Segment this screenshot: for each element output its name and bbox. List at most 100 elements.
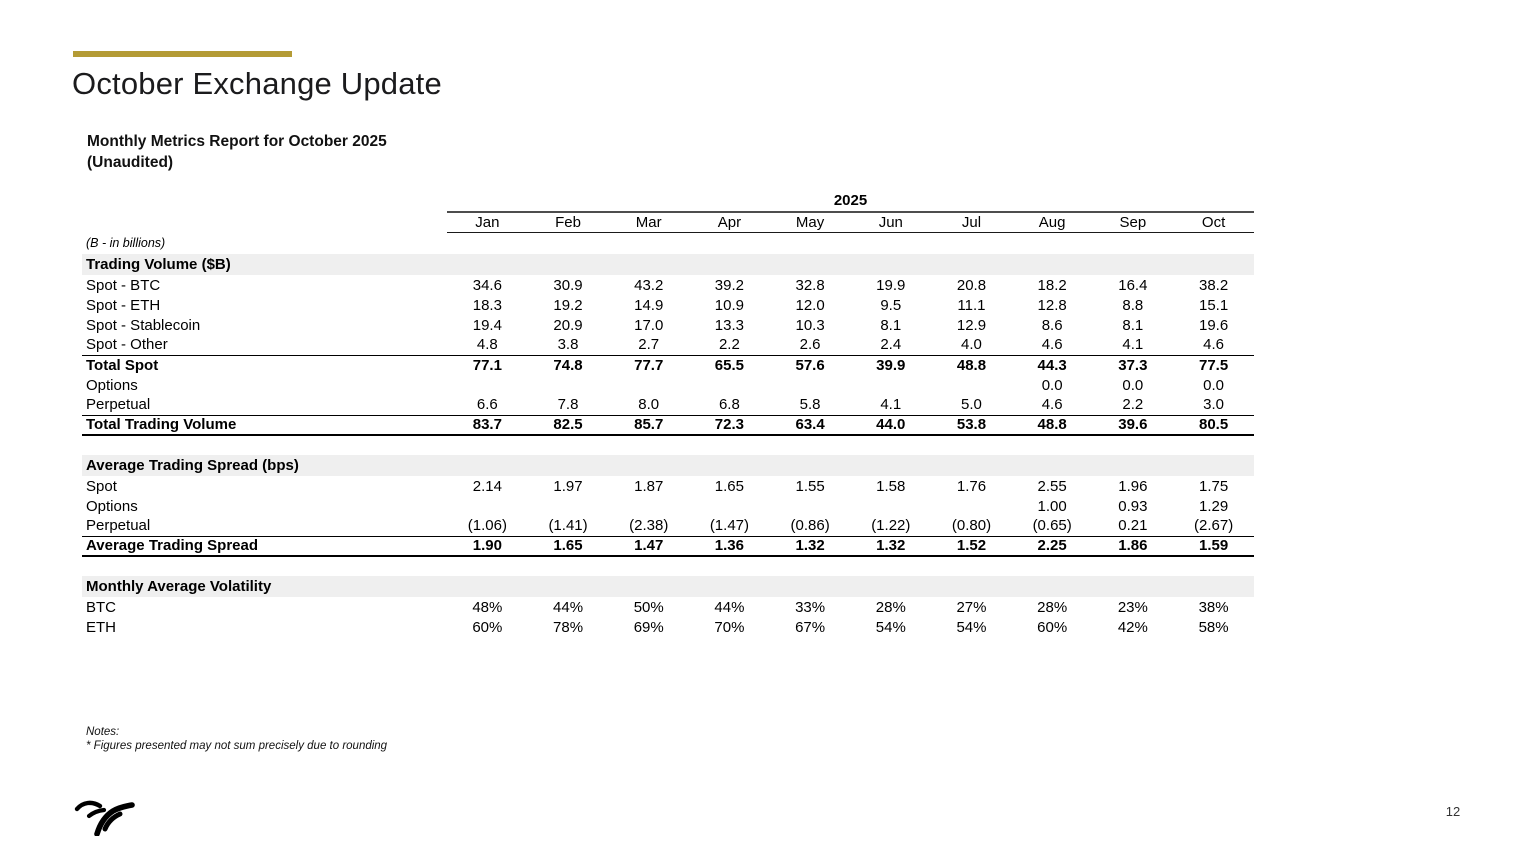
table-cell: 67%: [795, 618, 826, 636]
table-cell: 20.9: [553, 316, 583, 334]
section-header-row: Trading Volume ($B): [82, 254, 1254, 275]
month-header: Apr: [689, 212, 770, 233]
table-cell: 0.0: [1122, 376, 1144, 394]
row-label: Average Trading Spread: [82, 536, 447, 557]
month-header: Jan: [447, 212, 528, 233]
spacer-cell: [82, 435, 1254, 455]
table-cell: [528, 375, 609, 395]
table-cell: 44%: [553, 598, 584, 616]
table-cell: 1.58: [876, 477, 906, 495]
table-cell: 19.6: [1198, 316, 1229, 334]
spacer-cell: [82, 556, 1254, 576]
table-cell: [447, 496, 528, 516]
table-cell: [528, 496, 609, 516]
row-label: ETH: [86, 618, 116, 636]
table-row: Spot - Stablecoin 19.4 20.9 17.0 13.3 10.3 8.1…: [82, 315, 1254, 335]
table-cell: 1.97: [553, 477, 583, 495]
table-cell: [931, 496, 1012, 516]
table-cell: (0.86): [769, 516, 851, 537]
table-row: Spot - Other 4.8 3.8 2.7 2.2 2.6 2.4 4.0 4.6 4.1 4…: [82, 335, 1254, 356]
table-cell: 4.8: [447, 335, 528, 356]
table-cell: 2.2: [689, 335, 770, 356]
table-cell: 42%: [1117, 618, 1148, 636]
table-cell: 4.1: [850, 395, 932, 416]
table-cell: 1.87: [634, 477, 664, 495]
table-cell: 6.8: [689, 395, 770, 416]
table-cell: 48.8: [1011, 415, 1093, 436]
table-cell: 3.8: [527, 335, 609, 356]
table-cell: 0.21: [1092, 516, 1174, 537]
section-header: Trading Volume ($B): [82, 254, 1254, 275]
year-row: 2025: [82, 190, 1254, 213]
table-cell: 1.65: [714, 477, 744, 495]
table-cell: 77.1: [472, 356, 502, 374]
table-cell: (1.22): [850, 516, 932, 537]
table-cell: 74.8: [553, 356, 583, 374]
table-cell: 27%: [956, 598, 987, 616]
table-cell: 44.0: [850, 415, 932, 436]
table-cell: 72.3: [689, 415, 770, 436]
row-label: Spot - Stablecoin: [86, 316, 201, 334]
month-header: Mar: [608, 212, 690, 233]
table-cell: 0.0: [1041, 376, 1063, 394]
table-cell: [770, 496, 851, 516]
table-row: Perpetual (1.06) (1.41) (2.38) (1.47) (0.86)(…: [82, 516, 1254, 537]
table-cell: 4.1: [1092, 335, 1174, 356]
table-cell: 57.6: [795, 356, 825, 374]
table-cell: 1.29: [1198, 497, 1229, 515]
table-cell: 18.3: [472, 296, 502, 314]
table-cell: [447, 375, 528, 395]
table-cell: 50%: [633, 598, 664, 616]
table-row: Options 1.00 0.93 1.29: [82, 496, 1254, 516]
table-cell: 15.1: [1198, 296, 1229, 314]
table-cell: 30.9: [553, 276, 583, 294]
spacer-row: [82, 435, 1254, 455]
table-row: Options 0.0 0.0 0.0: [82, 375, 1254, 395]
table-cell: 77.5: [1198, 356, 1229, 374]
footnotes: Notes: * Figures presented may not sum p…: [86, 725, 387, 753]
table-row: BTC 48% 44% 50% 44% 33% 28% 27% 28% 23% 38%: [82, 597, 1254, 617]
table-cell: 2.6: [769, 335, 851, 356]
table-cell: 1.65: [527, 536, 609, 557]
table-cell: 1.32: [850, 536, 932, 557]
table-cell: 39.9: [876, 356, 906, 374]
table-cell: (1.47): [689, 516, 770, 537]
table-cell: 28%: [875, 598, 906, 616]
unit-note: (B - in billions): [86, 236, 166, 250]
month-header: Jun: [850, 212, 932, 233]
table-cell: (1.06): [447, 516, 528, 537]
table-cell: 7.8: [527, 395, 609, 416]
table-cell: 10.9: [714, 296, 744, 314]
table-cell: 33%: [795, 598, 826, 616]
table-cell: 0.93: [1118, 497, 1148, 515]
table-cell: 44%: [714, 598, 745, 616]
table-cell: 58%: [1198, 618, 1229, 636]
table-cell: 1.55: [795, 477, 825, 495]
table-cell: 9.5: [880, 296, 902, 314]
table-cell: 16.4: [1118, 276, 1148, 294]
report-subtitle: Monthly Metrics Report for October 2025 …: [87, 131, 387, 173]
table-cell: (0.65): [1011, 516, 1093, 537]
table-cell: 39.2: [714, 276, 744, 294]
unit-note-row: (B - in billions): [82, 232, 1254, 254]
month-header: Feb: [527, 212, 609, 233]
table-cell: 1.96: [1118, 477, 1148, 495]
row-label: Options: [86, 376, 138, 394]
table-cell: 1.86: [1092, 536, 1174, 557]
notes-text: * Figures presented may not sum precisel…: [86, 740, 388, 752]
empty-cell: [82, 190, 447, 212]
year-header: 2025: [447, 190, 1254, 213]
table-cell: 82.5: [527, 415, 609, 436]
section-header-row: Monthly Average Volatility: [82, 576, 1254, 597]
month-header: Sep: [1092, 212, 1174, 233]
table-cell: 14.9: [634, 296, 664, 314]
table-cell: 8.8: [1122, 296, 1144, 314]
table-cell: 63.4: [769, 415, 851, 436]
table-cell: 60%: [1037, 618, 1068, 636]
table-cell: 13.3: [714, 316, 744, 334]
table-cell: 8.6: [1041, 316, 1063, 334]
accent-bar: [73, 51, 292, 57]
metrics-table: 2025 Jan Feb Mar Apr May Jun Jul Aug Sep Oct (B - i…: [82, 190, 1254, 637]
row-label: Options: [86, 497, 138, 515]
table-cell: (2.67): [1173, 516, 1254, 537]
